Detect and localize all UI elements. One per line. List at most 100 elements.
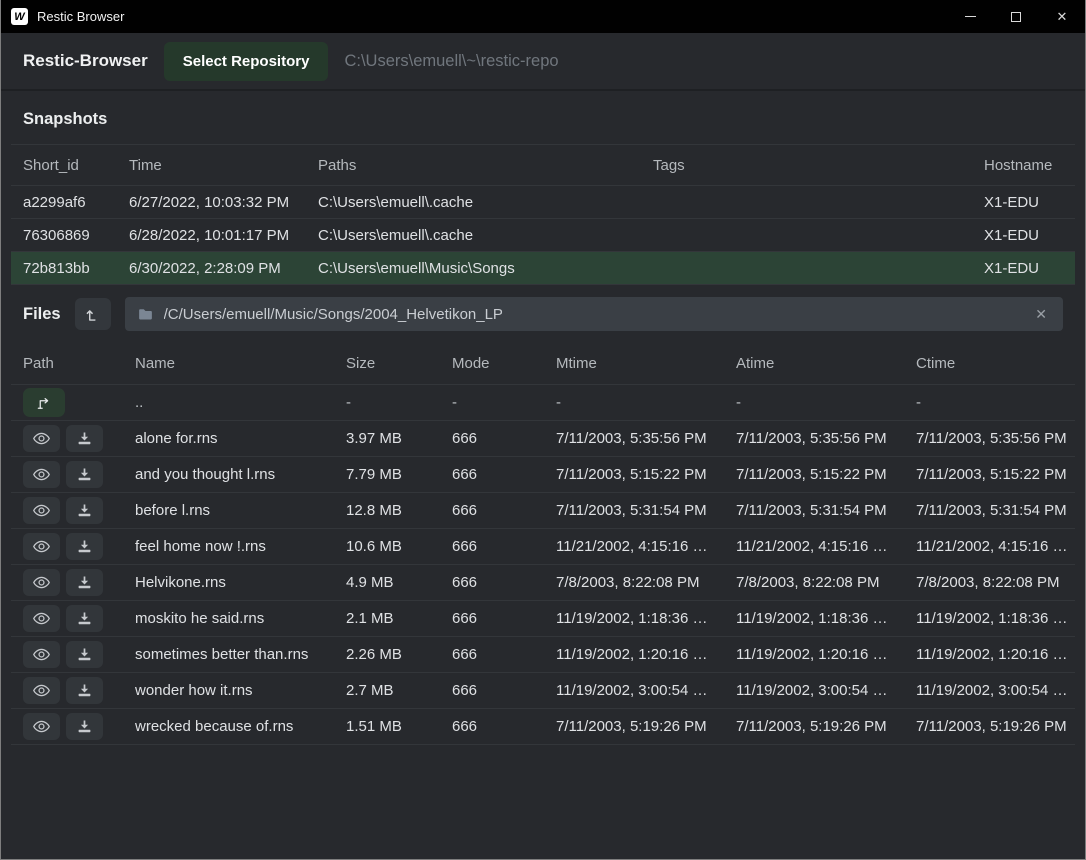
file-name: sometimes better than.rns (135, 646, 309, 663)
file-mtime: 11/19/2002, 3:00:54 … (556, 682, 708, 699)
file-row: wrecked because of.rns 1.51 MB 666 7/11/… (11, 709, 1075, 745)
file-mtime: 7/11/2003, 5:31:54 PM (556, 502, 707, 519)
eye-icon (33, 576, 50, 589)
snapshot-time: 6/28/2022, 10:01:17 PM (129, 226, 290, 244)
download-file-button[interactable] (66, 425, 103, 452)
file-mtime: 7/11/2003, 5:19:26 PM (556, 718, 707, 735)
download-icon (78, 612, 91, 625)
file-mtime: 11/19/2002, 1:20:16 … (556, 646, 708, 663)
file-row: wonder how it.rns 2.7 MB 666 11/19/2002,… (11, 673, 1075, 709)
preview-file-button[interactable] (23, 425, 60, 452)
file-name: wrecked because of.rns (135, 718, 294, 735)
close-button[interactable]: ✕ (1039, 0, 1085, 33)
column-header-paths: Paths (318, 156, 357, 174)
file-name: wonder how it.rns (135, 682, 253, 699)
column-header-short-id: Short_id (23, 156, 79, 174)
download-icon (78, 540, 91, 553)
download-file-button[interactable] (66, 677, 103, 704)
parent-directory-row: .. - - - - - (11, 385, 1075, 421)
file-size: - (346, 394, 351, 411)
file-ctime: 11/19/2002, 1:18:36 … (916, 610, 1068, 627)
file-atime: 7/11/2003, 5:31:54 PM (736, 502, 887, 519)
column-header-tags: Tags (653, 156, 685, 174)
window-title: Restic Browser (37, 9, 125, 24)
file-size: 2.7 MB (346, 682, 394, 699)
snapshot-row[interactable]: 76306869 6/28/2022, 10:01:17 PM C:\Users… (11, 219, 1075, 252)
preview-file-button[interactable] (23, 641, 60, 668)
go-up-directory-button[interactable] (74, 298, 111, 330)
file-name: Helvikone.rns (135, 574, 226, 591)
snapshots-section-title: Snapshots (23, 110, 108, 128)
select-repository-button[interactable]: Select Repository (163, 41, 329, 81)
file-row: and you thought l.rns 7.79 MB 666 7/11/2… (11, 457, 1075, 493)
parent-directory-button[interactable] (23, 388, 65, 417)
preview-file-button[interactable] (23, 677, 60, 704)
minimize-icon (964, 16, 976, 17)
file-ctime: 7/11/2003, 5:15:22 PM (916, 466, 1067, 483)
preview-file-button[interactable] (23, 461, 60, 488)
file-row: Helvikone.rns 4.9 MB 666 7/8/2003, 8:22:… (11, 565, 1075, 601)
download-file-button[interactable] (66, 569, 103, 596)
file-ctime: 7/11/2003, 5:19:26 PM (916, 718, 1067, 735)
file-mode: 666 (452, 430, 478, 447)
file-mode: 666 (452, 502, 478, 519)
snapshot-hostname: X1-EDU (984, 259, 1040, 277)
snapshot-short-id: 76306869 (23, 226, 90, 244)
eye-icon (33, 540, 50, 553)
download-file-button[interactable] (66, 605, 103, 632)
eye-icon (33, 612, 50, 625)
download-icon (78, 432, 91, 445)
file-name: feel home now !.rns (135, 538, 266, 555)
enter-parent-directory-icon (37, 397, 49, 409)
column-header-size: Size (346, 355, 376, 372)
file-size: 10.6 MB (346, 538, 402, 555)
file-row: moskito he said.rns 2.1 MB 666 11/19/200… (11, 601, 1075, 637)
download-file-button[interactable] (66, 713, 103, 740)
column-header-name: Name (135, 355, 176, 372)
titlebar: W Restic Browser ✕ (1, 0, 1085, 33)
file-row: before l.rns 12.8 MB 666 7/11/2003, 5:31… (11, 493, 1075, 529)
snapshot-hostname: X1-EDU (984, 226, 1040, 244)
download-file-button[interactable] (66, 641, 103, 668)
file-size: 2.1 MB (346, 610, 394, 627)
column-header-atime: Atime (736, 355, 775, 372)
eye-icon (33, 504, 50, 517)
column-header-mtime: Mtime (556, 355, 597, 372)
preview-file-button[interactable] (23, 713, 60, 740)
file-name: .. (135, 394, 144, 411)
app-header: Restic-Browser Select Repository C:\User… (1, 33, 1085, 91)
file-atime: 11/21/2002, 4:15:16 … (736, 538, 888, 555)
file-mtime: 11/19/2002, 1:18:36 … (556, 610, 708, 627)
file-ctime: 7/11/2003, 5:35:56 PM (916, 430, 1067, 447)
preview-file-button[interactable] (23, 497, 60, 524)
file-size: 1.51 MB (346, 718, 402, 735)
file-row: feel home now !.rns 10.6 MB 666 11/21/20… (11, 529, 1075, 565)
level-up-icon (86, 309, 96, 321)
file-atime: - (736, 394, 741, 411)
snapshot-row[interactable]: a2299af6 6/27/2022, 10:03:32 PM C:\Users… (11, 186, 1075, 219)
snapshots-table-header: Short_id Time Paths Tags Hostname (11, 144, 1075, 186)
download-file-button[interactable] (66, 497, 103, 524)
minimize-button[interactable] (947, 0, 993, 33)
eye-icon (33, 648, 50, 661)
download-icon (78, 684, 91, 697)
maximize-button[interactable] (993, 0, 1039, 33)
snapshot-time: 6/27/2022, 10:03:32 PM (129, 193, 290, 211)
preview-file-button[interactable] (23, 533, 60, 560)
eye-icon (33, 468, 50, 481)
preview-file-button[interactable] (23, 605, 60, 632)
snapshot-row[interactable]: 72b813bb 6/30/2022, 2:28:09 PM C:\Users\… (11, 252, 1075, 285)
snapshot-hostname: X1-EDU (984, 193, 1040, 211)
file-mode: 666 (452, 574, 478, 591)
file-size: 3.97 MB (346, 430, 402, 447)
preview-file-button[interactable] (23, 569, 60, 596)
file-mtime: 7/8/2003, 8:22:08 PM (556, 574, 700, 591)
files-path-input[interactable]: /C/Users/emuell/Music/Songs/2004_Helveti… (124, 297, 1063, 331)
download-file-button[interactable] (66, 461, 103, 488)
file-mode: - (452, 394, 457, 411)
download-file-button[interactable] (66, 533, 103, 560)
file-size: 2.26 MB (346, 646, 402, 663)
file-atime: 11/19/2002, 1:20:16 … (736, 646, 888, 663)
column-header-hostname: Hostname (984, 156, 1053, 174)
clear-path-icon[interactable]: ✕ (1035, 305, 1047, 322)
